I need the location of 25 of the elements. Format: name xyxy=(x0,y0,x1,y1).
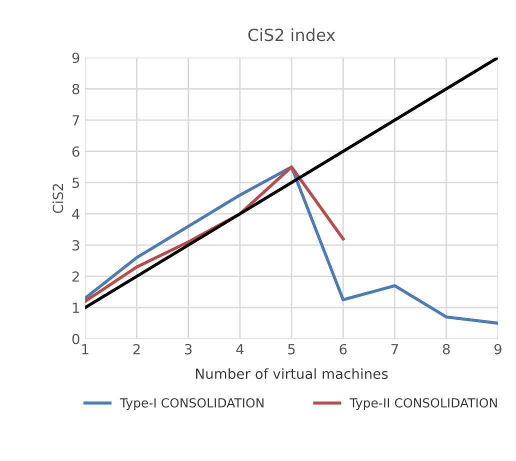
legend-label: Type-II CONSOLIDATION xyxy=(350,398,497,410)
y-axis-title: CiS2 xyxy=(52,184,64,214)
x-tick-label: 7 xyxy=(391,344,398,354)
x-tick-label: 9 xyxy=(494,344,502,354)
y-tick-label: 7 xyxy=(72,115,80,126)
x-tick-label: 3 xyxy=(184,344,192,354)
x-tick-label: 4 xyxy=(236,344,244,354)
x-tick-label: 5 xyxy=(288,344,295,354)
y-tick-label: 6 xyxy=(72,146,80,157)
y-tick-label: 9 xyxy=(72,52,80,64)
y-tick-label: 1 xyxy=(72,302,79,313)
x-axis-title: Number of virtual machines xyxy=(196,368,388,379)
y-tick-label: 0 xyxy=(72,334,80,344)
x-tick-label: 6 xyxy=(340,344,347,354)
x-tick-label: 8 xyxy=(442,344,450,354)
legend-label: Type-I CONSOLIDATION xyxy=(120,398,264,410)
chart-title: CiS2 index xyxy=(248,28,336,42)
y-tick-label: 3 xyxy=(72,240,80,251)
y-tick-label: 4 xyxy=(72,209,80,220)
y-tick-label: 5 xyxy=(72,178,80,188)
x-tick-label: 2 xyxy=(133,344,140,354)
line-series xyxy=(85,165,498,325)
y-tick-label: 2 xyxy=(72,271,79,282)
y-tick-label: 8 xyxy=(72,84,80,94)
x-tick-label: 1 xyxy=(82,344,88,354)
